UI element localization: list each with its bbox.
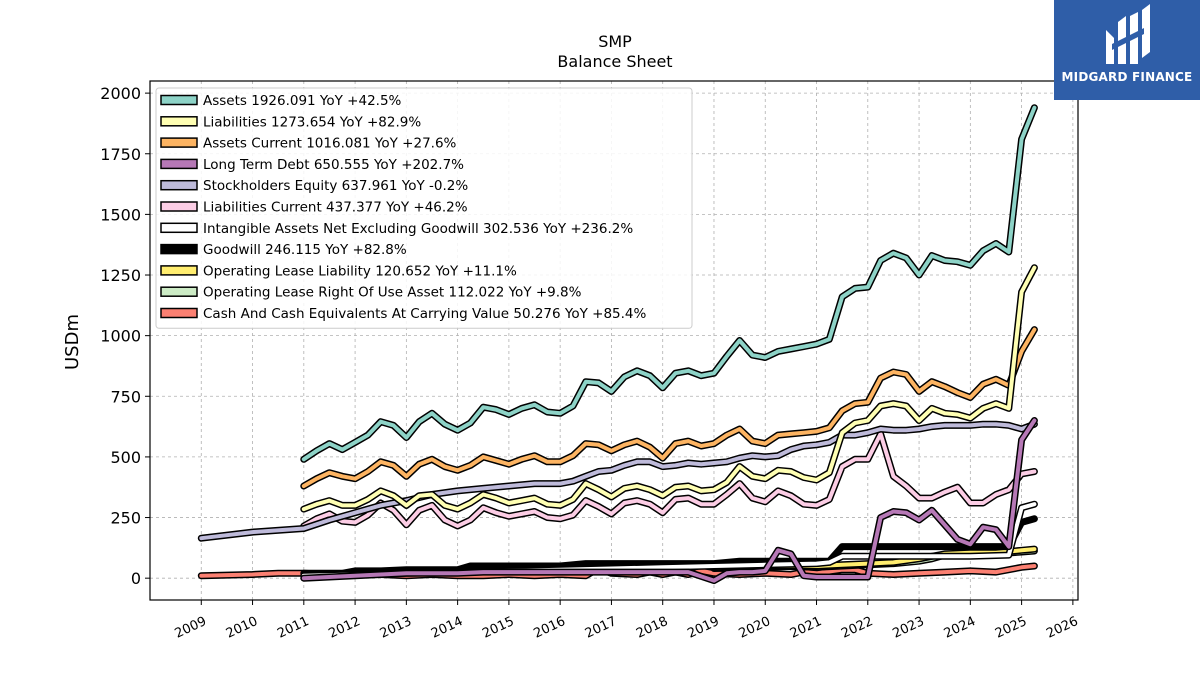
legend-entry: Liabilities Current 437.377 YoY +46.2% <box>203 200 468 216</box>
y-tick-label: 1500 <box>100 205 141 224</box>
legend-swatch <box>160 265 198 276</box>
brand-name: MIDGARD FINANCE <box>1061 70 1193 84</box>
legend-entry: Long Term Debt 650.555 YoY +202.7% <box>203 157 464 173</box>
x-tick-label: 2020 <box>737 614 773 642</box>
y-tick-label: 500 <box>110 448 141 467</box>
series-line <box>300 104 1038 463</box>
y-axis-label: USDm <box>62 314 83 370</box>
x-tick-label: 2018 <box>634 614 670 642</box>
y-tick-label: 250 <box>110 509 141 528</box>
x-tick-label: 2016 <box>532 614 568 642</box>
plot-frame <box>149 80 1079 601</box>
legend-box <box>155 87 693 329</box>
y-tick-label: 750 <box>110 387 141 406</box>
series-line <box>300 430 1038 530</box>
series-line-stroke <box>301 265 1037 512</box>
series-line <box>300 326 1038 490</box>
series-group <box>197 104 1038 585</box>
y-tick-label: 1250 <box>100 266 141 285</box>
legend-swatch <box>160 116 198 127</box>
series-line-stroke <box>301 105 1037 462</box>
y-tick-label: 1750 <box>100 145 141 164</box>
series-line-stroke <box>199 422 1037 541</box>
x-tick-label: 2022 <box>839 614 875 642</box>
y-tick-label: 2000 <box>100 84 141 103</box>
legend-entry: Goodwill 246.115 YoY +82.8% <box>203 242 407 258</box>
series-line <box>300 264 1038 513</box>
legend-swatch <box>160 222 198 234</box>
chart-title: SMP <box>598 32 632 51</box>
legend-swatch <box>160 201 198 212</box>
midgard-logo-icon <box>1106 4 1150 64</box>
legend-swatch <box>160 307 198 319</box>
legend-entry: Operating Lease Liability 120.652 YoY +1… <box>203 263 517 279</box>
x-tick-label: 2010 <box>224 614 260 642</box>
legend-swatch <box>160 286 198 297</box>
chart-subtitle: Balance Sheet <box>557 52 672 71</box>
legend-entry: Cash And Cash Equivalents At Carrying Va… <box>203 306 647 322</box>
x-tick-label: 2024 <box>942 614 978 642</box>
legend-entry: Intangible Assets Net Excluding Goodwill… <box>203 221 633 237</box>
legend-swatch <box>160 94 198 106</box>
series-line-stroke <box>301 431 1037 528</box>
legend-entry: Assets 1926.091 YoY +42.5% <box>203 93 402 109</box>
legend-swatch <box>160 179 198 191</box>
x-tick-label: 2015 <box>480 614 516 642</box>
x-tick-label: 2011 <box>275 614 311 642</box>
y-tick-label: 1000 <box>100 327 141 346</box>
x-tick-label: 2014 <box>429 614 465 642</box>
x-tick-label: 2013 <box>378 614 414 642</box>
series-line-stroke <box>301 327 1037 488</box>
legend-swatch <box>160 137 198 148</box>
legend-entry: Assets Current 1016.081 YoY +27.6% <box>203 136 457 152</box>
x-tick-label: 2009 <box>173 614 209 642</box>
x-tick-label: 2019 <box>685 614 721 642</box>
legend-swatch <box>160 158 198 170</box>
legend-swatch <box>160 243 198 255</box>
x-tick-label: 2023 <box>890 614 926 642</box>
legend-entry: Liabilities 1273.654 YoY +82.9% <box>203 114 421 130</box>
y-tick-label: 0 <box>131 569 141 588</box>
series-line-stroke <box>301 418 1037 583</box>
brand-logo: MIDGARD FINANCE <box>1054 0 1200 100</box>
legend-entry: Operating Lease Right Of Use Asset 112.0… <box>203 285 582 301</box>
legend-entry: Stockholders Equity 637.961 YoY -0.2% <box>203 178 468 194</box>
series-line <box>300 417 1038 585</box>
series-line <box>197 420 1038 542</box>
x-tick-label: 2021 <box>788 614 824 642</box>
legend: Assets 1926.091 YoY +42.5% Liabilities 12… <box>155 87 693 329</box>
x-tick-label: 2025 <box>993 614 1029 642</box>
x-tick-label: 2017 <box>583 614 619 642</box>
x-tick-label: 2026 <box>1044 614 1080 642</box>
x-tick-label: 2012 <box>326 614 362 642</box>
